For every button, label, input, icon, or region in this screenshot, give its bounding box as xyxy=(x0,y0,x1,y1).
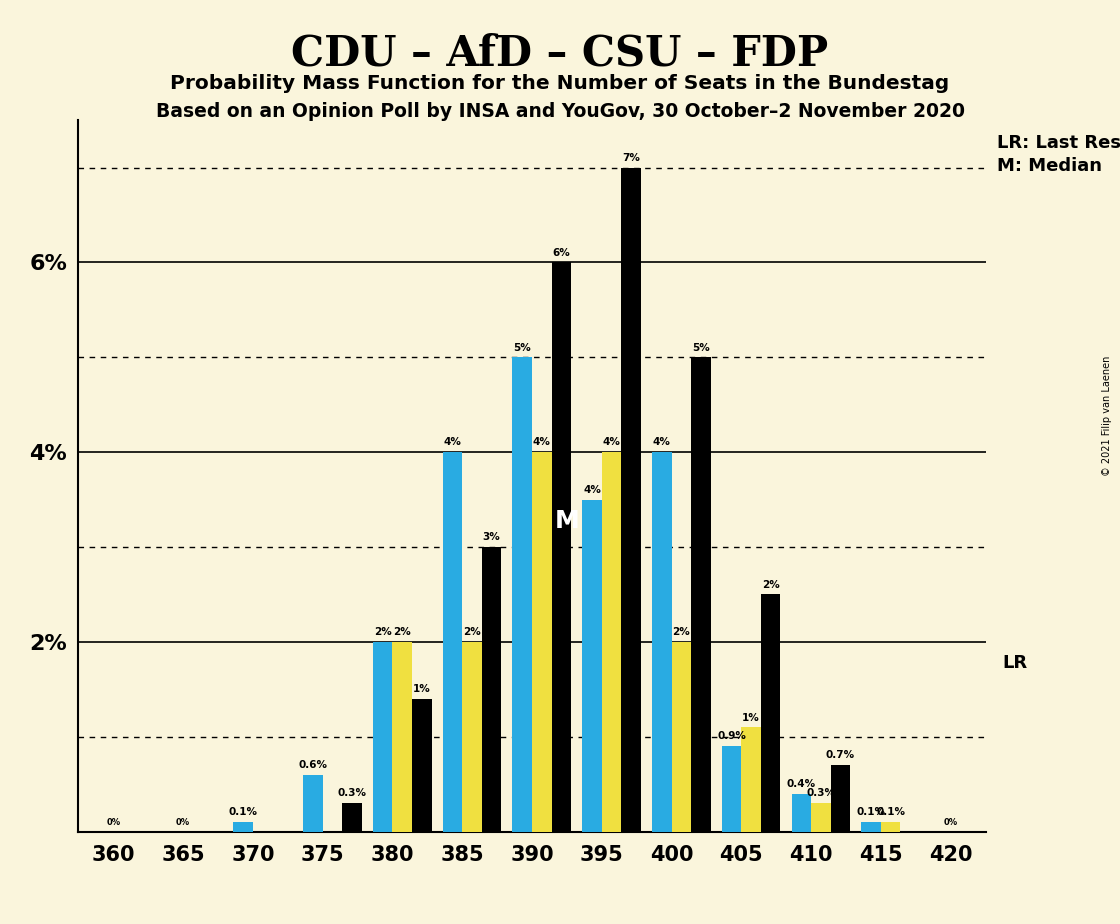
Text: 0.1%: 0.1% xyxy=(876,808,905,818)
Bar xyxy=(582,500,601,832)
Text: 0%: 0% xyxy=(944,818,958,827)
Bar xyxy=(513,358,532,832)
Bar xyxy=(760,594,781,832)
Text: M: Median: M: Median xyxy=(997,157,1102,176)
Text: 4%: 4% xyxy=(653,437,671,447)
Bar xyxy=(622,167,641,832)
Bar xyxy=(392,642,412,832)
Text: 2%: 2% xyxy=(762,579,780,590)
Bar xyxy=(601,452,622,832)
Bar xyxy=(551,262,571,832)
Text: 4%: 4% xyxy=(444,437,461,447)
Bar xyxy=(861,822,881,832)
Text: 0.7%: 0.7% xyxy=(825,750,855,760)
Bar xyxy=(442,452,463,832)
Text: 2%: 2% xyxy=(393,627,411,638)
Bar xyxy=(304,774,323,832)
Text: 0.1%: 0.1% xyxy=(228,808,258,818)
Text: 0.3%: 0.3% xyxy=(337,788,366,798)
Bar xyxy=(233,822,253,832)
Text: 0%: 0% xyxy=(176,818,190,827)
Text: 0.9%: 0.9% xyxy=(717,732,746,741)
Text: 2%: 2% xyxy=(463,627,480,638)
Bar xyxy=(412,699,431,832)
Text: 7%: 7% xyxy=(622,152,640,163)
Text: Based on an Opinion Poll by INSA and YouGov, 30 October–2 November 2020: Based on an Opinion Poll by INSA and You… xyxy=(156,102,964,121)
Bar xyxy=(482,547,502,832)
Text: 1%: 1% xyxy=(413,684,430,694)
Bar xyxy=(373,642,392,832)
Text: LR: Last Result: LR: Last Result xyxy=(997,134,1120,152)
Bar xyxy=(792,794,811,832)
Text: 6%: 6% xyxy=(552,248,570,258)
Bar xyxy=(463,642,482,832)
Bar xyxy=(532,452,551,832)
Text: 0.6%: 0.6% xyxy=(298,760,327,770)
Text: Probability Mass Function for the Number of Seats in the Bundestag: Probability Mass Function for the Number… xyxy=(170,74,950,93)
Text: 0%: 0% xyxy=(106,818,120,827)
Text: 2%: 2% xyxy=(672,627,690,638)
Bar xyxy=(652,452,672,832)
Bar xyxy=(721,747,741,832)
Text: 1%: 1% xyxy=(743,712,760,723)
Text: 5%: 5% xyxy=(692,343,710,353)
Bar xyxy=(881,822,900,832)
Text: 0.4%: 0.4% xyxy=(787,779,816,789)
Text: 0.3%: 0.3% xyxy=(806,788,836,798)
Text: 4%: 4% xyxy=(603,437,620,447)
Text: M: M xyxy=(554,509,579,533)
Text: 0.1%: 0.1% xyxy=(857,808,886,818)
Bar xyxy=(672,642,691,832)
Bar xyxy=(811,803,831,832)
Text: 4%: 4% xyxy=(584,485,601,495)
Text: 3%: 3% xyxy=(483,532,501,542)
Bar xyxy=(691,358,711,832)
Text: CDU – AfD – CSU – FDP: CDU – AfD – CSU – FDP xyxy=(291,32,829,74)
Text: LR: LR xyxy=(1002,654,1027,673)
Text: 5%: 5% xyxy=(513,343,531,353)
Text: 2%: 2% xyxy=(374,627,392,638)
Bar xyxy=(831,765,850,832)
Text: 4%: 4% xyxy=(533,437,551,447)
Text: © 2021 Filip van Laenen: © 2021 Filip van Laenen xyxy=(1102,356,1111,476)
Bar xyxy=(343,803,362,832)
Bar xyxy=(741,727,760,832)
